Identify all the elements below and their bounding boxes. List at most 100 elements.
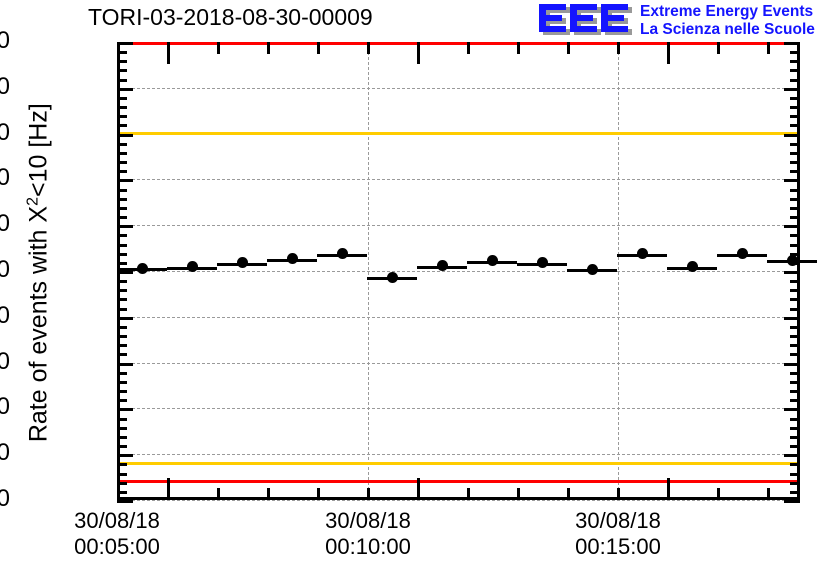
y-tick-minor-right	[790, 51, 800, 55]
y-tick-major	[117, 362, 133, 366]
x-tick-minor-top	[367, 42, 370, 54]
y-tick-label: 90	[0, 72, 10, 100]
x-tick-minor	[617, 488, 620, 500]
x-tick-major	[167, 478, 170, 500]
y-tick-minor-right	[790, 325, 800, 329]
data-point-marker	[236, 257, 248, 269]
y-tick-minor-right	[790, 435, 800, 439]
eee-logo-line2: La Scienza nelle Scuole	[640, 21, 815, 38]
y-tick-minor	[117, 124, 127, 128]
y-tick-minor	[117, 426, 127, 430]
y-tick-minor-right	[790, 170, 800, 174]
x-tick-minor	[217, 488, 220, 500]
x-tick-label: 30/08/18 00:15:00	[575, 508, 661, 559]
gridline-vertical	[368, 42, 369, 500]
y-tick-label: 50	[0, 256, 10, 283]
y-tick-minor-right	[790, 78, 800, 82]
y-tick-minor	[117, 188, 127, 192]
x-tick-minor-top	[517, 42, 520, 54]
y-tick-minor	[117, 280, 127, 284]
gridline-vertical	[618, 42, 619, 500]
y-tick-minor	[117, 115, 127, 119]
x-tick-minor	[467, 488, 470, 500]
data-point-marker	[686, 261, 698, 273]
y-tick-major-right	[784, 42, 800, 45]
y-tick-minor-right	[790, 353, 800, 357]
y-tick-minor-right	[790, 481, 800, 485]
y-axis-title-prefix: Rate of events with X	[24, 205, 53, 443]
y-tick-minor-right	[790, 445, 800, 449]
y-tick-minor	[117, 197, 127, 201]
x-tick-minor	[567, 488, 570, 500]
x-tick-minor-top	[767, 42, 770, 54]
y-tick-minor	[117, 289, 127, 293]
y-tick-minor	[117, 78, 127, 82]
gridline-horizontal	[117, 500, 800, 501]
y-tick-major	[117, 133, 133, 137]
data-point-marker	[586, 263, 598, 275]
y-tick-major	[117, 500, 133, 503]
x-tick-minor-top	[317, 42, 320, 54]
y-tick-minor-right	[790, 298, 800, 302]
x-tick-minor-top	[217, 42, 220, 54]
x-tick-minor	[367, 488, 370, 500]
y-tick-major	[117, 42, 133, 45]
y-tick-minor	[117, 445, 127, 449]
y-tick-minor-right	[790, 69, 800, 73]
data-point-marker	[736, 248, 748, 260]
y-tick-minor	[117, 261, 127, 265]
eee-logo-line1: Extreme Energy Events	[640, 3, 814, 20]
y-axis-title-superscript: 2	[24, 197, 42, 206]
data-point-marker	[536, 257, 548, 269]
y-tick-minor-right	[790, 216, 800, 220]
y-tick-minor	[117, 298, 127, 302]
y-tick-minor	[117, 490, 127, 494]
y-tick-minor	[117, 170, 127, 174]
gridline-horizontal	[117, 225, 800, 227]
y-tick-minor-right	[790, 115, 800, 119]
data-point-marker	[186, 261, 198, 273]
y-tick-minor-right	[790, 151, 800, 155]
x-tick-major	[667, 478, 670, 500]
y-tick-label: 70	[0, 164, 10, 192]
y-tick-minor	[117, 472, 127, 476]
data-point-marker	[286, 253, 298, 265]
y-tick-minor	[117, 390, 127, 394]
y-tick-major	[117, 316, 133, 320]
y-tick-major-right	[784, 225, 800, 229]
y-tick-minor	[117, 151, 127, 155]
y-tick-minor	[117, 371, 127, 375]
y-tick-minor-right	[790, 426, 800, 430]
y-tick-minor-right	[790, 335, 800, 339]
y-tick-minor	[117, 435, 127, 439]
reference-line-lower-yellow-warning	[117, 461, 800, 465]
x-tick-minor-top	[717, 42, 720, 54]
y-tick-minor	[117, 463, 127, 467]
y-tick-label: 100	[0, 27, 10, 54]
y-tick-minor-right	[790, 472, 800, 476]
plot-area	[117, 42, 817, 503]
y-tick-label: 60	[0, 210, 10, 238]
x-tick-minor	[767, 488, 770, 500]
y-tick-minor-right	[790, 371, 800, 375]
y-tick-minor	[117, 96, 127, 100]
data-point-marker	[386, 271, 398, 283]
y-tick-minor	[117, 142, 127, 146]
x-tick-label: 30/08/18 00:05:00	[74, 508, 160, 559]
y-tick-minor-right	[790, 206, 800, 210]
y-tick-minor	[117, 307, 127, 311]
y-tick-minor	[117, 380, 127, 384]
gridline-horizontal	[117, 454, 800, 456]
y-tick-minor	[117, 106, 127, 110]
y-tick-minor-right	[790, 197, 800, 201]
y-tick-minor	[117, 335, 127, 339]
y-tick-minor-right	[790, 142, 800, 146]
page-title: TORI-03-2018-08-30-00009	[88, 4, 373, 30]
y-tick-minor-right	[790, 124, 800, 128]
x-tick-major-top	[417, 42, 420, 64]
y-tick-major-right	[784, 454, 800, 458]
gridline-horizontal	[117, 316, 800, 318]
y-tick-major	[117, 87, 133, 91]
y-tick-minor	[117, 234, 127, 238]
y-tick-minor	[117, 51, 127, 55]
